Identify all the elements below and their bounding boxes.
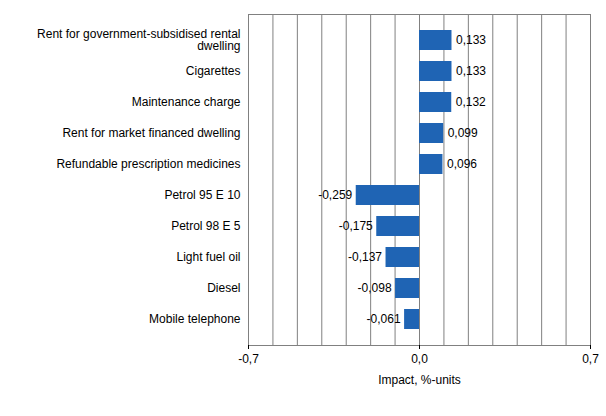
svg-text:-0,098: -0,098 [358,281,392,295]
svg-text:Rent for government-subsidised: Rent for government-subsidised rentaldwe… [37,27,240,53]
svg-text:0,099: 0,099 [448,126,478,140]
svg-text:0,0: 0,0 [411,352,428,366]
svg-text:Light fuel oil: Light fuel oil [176,250,240,264]
svg-text:Diesel: Diesel [207,281,240,295]
svg-text:-0,061: -0,061 [367,312,401,326]
svg-text:-0,259: -0,259 [318,188,352,202]
svg-text:Petrol 95 E 10: Petrol 95 E 10 [164,188,240,202]
svg-text:0,133: 0,133 [456,33,486,47]
svg-text:Impact, %-units: Impact, %-units [378,373,461,387]
svg-text:Maintenance charge: Maintenance charge [132,95,241,109]
svg-text:Mobile telephone: Mobile telephone [149,312,241,326]
svg-text:Rent for market financed dwell: Rent for market financed dwelling [62,126,240,140]
svg-text:-0,175: -0,175 [339,219,373,233]
svg-text:0,133: 0,133 [456,64,486,78]
svg-text:0,132: 0,132 [456,95,486,109]
svg-text:-0,137: -0,137 [348,250,382,264]
svg-text:Refundable prescription medici: Refundable prescription medicines [56,157,240,171]
svg-text:-0,7: -0,7 [238,352,259,366]
svg-text:Cigarettes: Cigarettes [186,64,241,78]
svg-text:0,096: 0,096 [447,157,477,171]
svg-text:Petrol 98 E 5: Petrol 98 E 5 [171,219,241,233]
svg-text:0,7: 0,7 [582,352,599,366]
